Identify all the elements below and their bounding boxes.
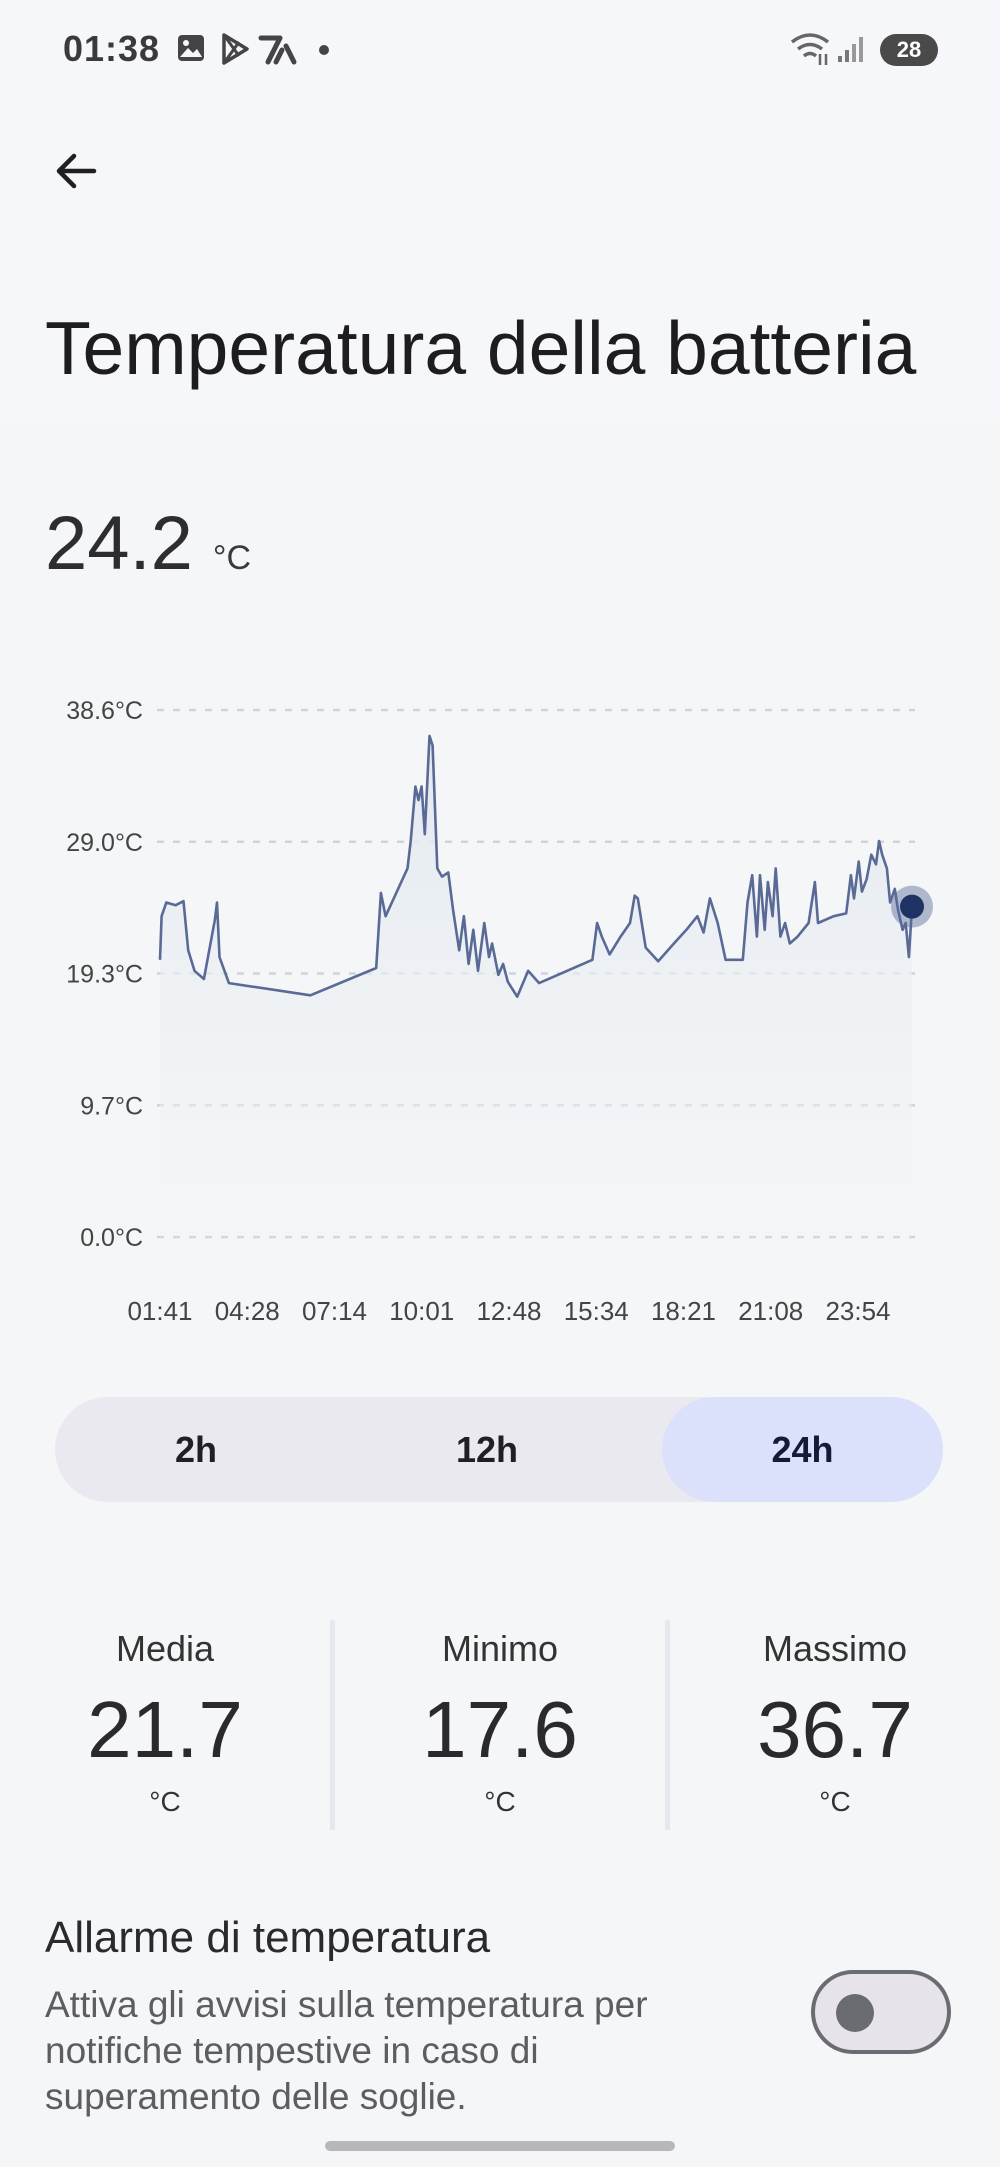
stat-divider	[665, 1620, 670, 1830]
current-temperature-unit: °C	[212, 539, 252, 577]
stat-minimum-label: Minimo	[441, 1628, 558, 1669]
range-option-12h[interactable]: 12h	[455, 1428, 519, 1470]
home-indicator[interactable]	[325, 2141, 675, 2151]
stat-divider	[330, 1620, 335, 1830]
wifi-icon	[790, 32, 832, 71]
status-bar: 01:38 28	[0, 0, 1000, 100]
range-selector: 2h 12h 24h	[55, 1397, 943, 1502]
alarm-description: Attiva gli avvisi sulla temperatura per …	[45, 1984, 648, 2117]
chart-y-tick-label: 29.0°C	[66, 829, 143, 857]
temperature-stats: Media 21.7 °C Minimo 17.6 °C Massimo 36.…	[0, 1620, 1000, 1830]
alarm-toggle[interactable]	[811, 1970, 951, 2054]
current-temperature-value: 24.2	[45, 501, 193, 586]
battery-icon: 28	[880, 34, 938, 66]
chart-x-tick-label: 10:01	[389, 1296, 454, 1326]
chart-y-tick-label: 0.0°C	[80, 1224, 143, 1252]
stat-maximum-unit: °C	[819, 1786, 851, 1817]
stat-average: Media 21.7 °C	[0, 1620, 330, 1818]
chart-x-tick-label: 01:41	[127, 1296, 192, 1326]
app-icon	[258, 32, 298, 71]
temperature-chart: 38.6°C 29.0°C 19.3°C 9.7°C 0.0°C 01:41 04:28 0…	[66, 697, 933, 1326]
play-store-icon	[218, 32, 252, 71]
chart-x-tick-label: 18:21	[651, 1296, 716, 1326]
chart-x-tick-label: 15:34	[564, 1296, 629, 1326]
status-time: 01:38	[63, 28, 161, 69]
stat-maximum: Massimo 36.7 °C	[670, 1620, 1000, 1818]
stat-average-value: 21.7	[87, 1685, 243, 1774]
dot-icon	[318, 43, 330, 61]
top-section	[0, 0, 1000, 420]
range-option-24h[interactable]: 24h	[662, 1397, 943, 1502]
stat-maximum-label: Massimo	[762, 1628, 908, 1669]
chart-x-tick-label: 07:14	[302, 1296, 367, 1326]
chart-x-tick-label: 21:08	[738, 1296, 803, 1326]
chart-y-tick-label: 38.6°C	[66, 697, 143, 725]
current-temperature: 24.2 °C	[45, 500, 251, 587]
image-icon	[175, 32, 207, 69]
chart-y-tick-label: 19.3°C	[66, 961, 143, 989]
stat-average-label: Media	[115, 1628, 215, 1669]
chart-x-tick-label: 23:54	[825, 1296, 890, 1326]
alarm-title: Allarme di temperatura	[45, 1913, 491, 1962]
page-title: Temperatura della batteria	[45, 306, 917, 390]
stat-minimum-unit: °C	[484, 1786, 516, 1817]
back-button[interactable]	[40, 135, 112, 207]
chart-x-tick-label: 04:28	[215, 1296, 280, 1326]
stat-minimum-value: 17.6	[422, 1685, 578, 1774]
range-option-2h[interactable]: 2h	[174, 1428, 217, 1470]
chart-series-line	[158, 734, 914, 998]
chart-current-marker	[900, 894, 924, 919]
chart-x-tick-label: 12:48	[476, 1296, 541, 1326]
toggle-knob	[836, 1994, 874, 2032]
stat-minimum: Minimo 17.6 °C	[335, 1620, 665, 1818]
arrow-left-icon	[56, 153, 97, 189]
stat-maximum-value: 36.7	[757, 1685, 913, 1774]
chart-y-tick-label: 9.7°C	[80, 1092, 143, 1120]
stat-average-unit: °C	[149, 1786, 181, 1817]
signal-icon	[836, 34, 866, 69]
chart-area-fill	[160, 735, 912, 1237]
